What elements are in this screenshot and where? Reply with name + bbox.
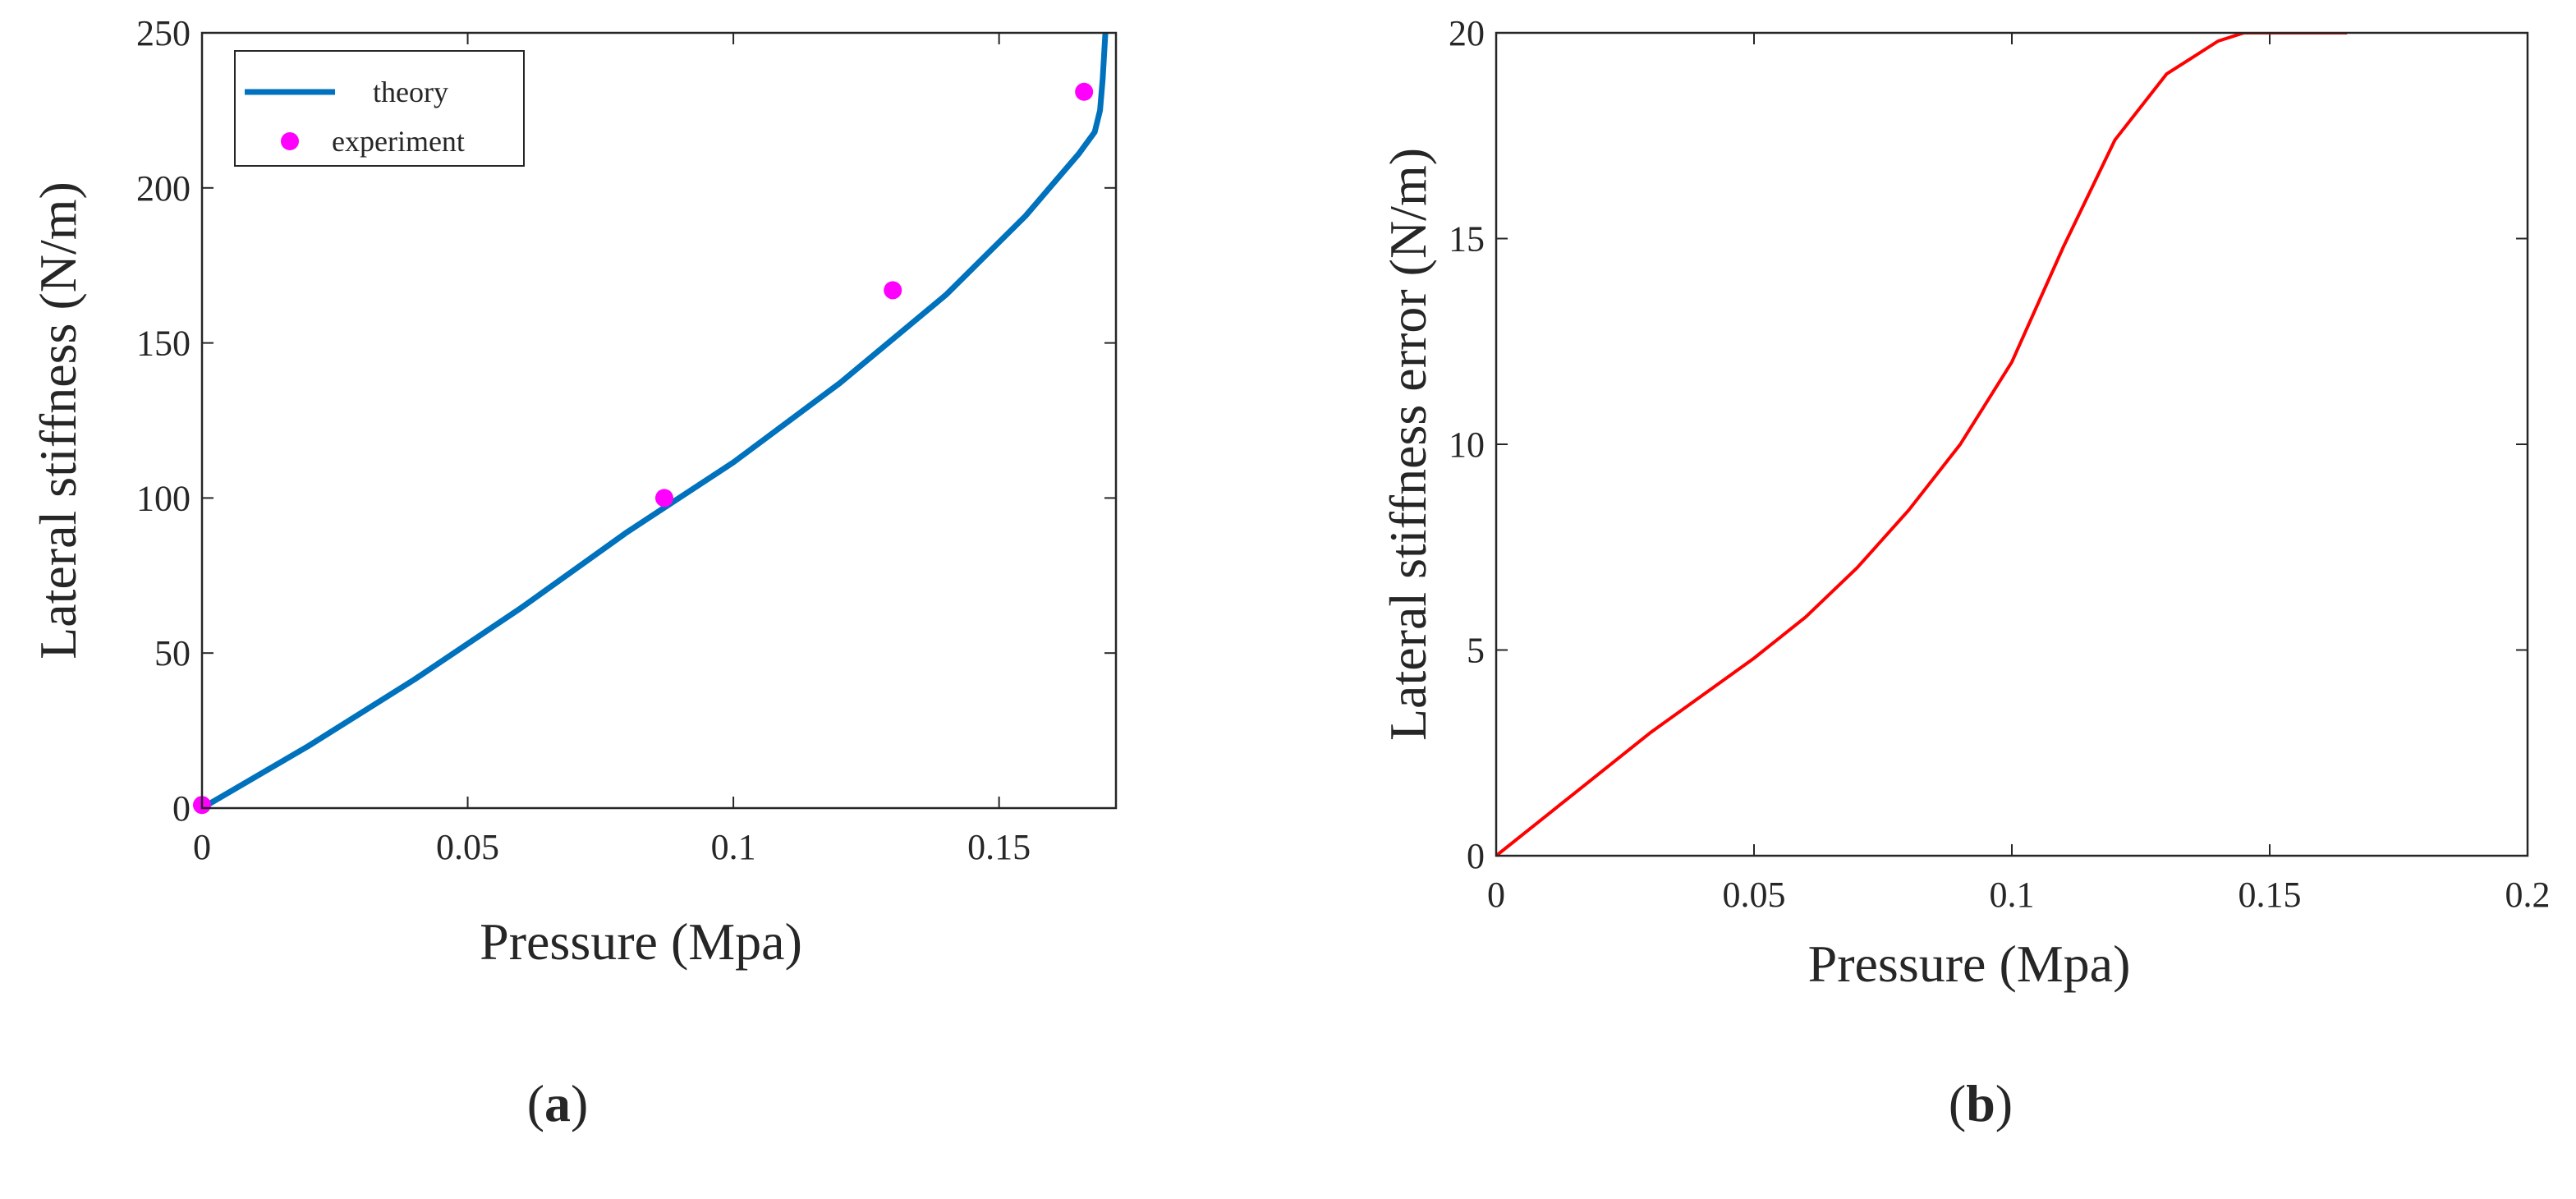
x-tick-label: 0.05 <box>1723 875 1786 915</box>
y-tick-label: 150 <box>136 324 191 364</box>
y-tick-label: 100 <box>136 478 191 518</box>
panel-b-label: (b) <box>1949 1074 2013 1132</box>
data-line <box>1495 32 2348 857</box>
x-tick-label: 0.1 <box>711 827 756 867</box>
y-tick-label: 20 <box>1449 13 1485 53</box>
legend: theory experiment <box>234 50 525 167</box>
legend-label-experiment: experiment <box>332 125 465 158</box>
y-tick-label: 50 <box>154 633 191 673</box>
experiment-point-2 <box>884 281 902 300</box>
x-axis-label: Pressure (Mpa) <box>480 912 802 971</box>
axes-frame <box>200 31 1118 810</box>
y-axis-label: Lateral stiffness error (N/m) <box>1379 148 1437 741</box>
legend-label-theory: theory <box>373 76 448 108</box>
y-tick-label: 0 <box>172 788 191 829</box>
panel-a-label: (a) <box>527 1074 589 1132</box>
x-tick-label: 0 <box>193 827 211 867</box>
experiment-point-1 <box>654 489 673 508</box>
x-axis-label: Pressure (Mpa) <box>1808 935 2131 993</box>
axes-frame <box>1495 31 2529 857</box>
x-tick-label: 0.15 <box>967 827 1031 867</box>
y-axis-label: Lateral stiffness (N/m) <box>29 181 87 659</box>
x-tick-label: 0.05 <box>436 827 499 867</box>
theory-line <box>200 32 1109 811</box>
y-tick-label: 250 <box>136 13 191 53</box>
x-tick-label: 0.1 <box>1990 875 2035 915</box>
x-tick-label: 0.2 <box>2505 875 2551 915</box>
y-tick-label: 15 <box>1449 219 1485 260</box>
x-tick-label: 0 <box>1487 875 1505 915</box>
y-tick-label: 10 <box>1449 425 1485 465</box>
y-tick-label: 200 <box>136 168 191 209</box>
y-tick-label: 5 <box>1467 631 1485 671</box>
panel-b-chart: 0 0.05 0.1 0.15 0.2 0 5 10 15 20 Pressure (Mpa) Lat… <box>1379 13 2551 993</box>
legend-experiment-swatch <box>281 132 299 150</box>
panel-a-chart: 0 0.05 0.1 0.15 0 50 100 150 200 250 Pressure (Mpa… <box>29 13 1118 971</box>
y-tick-label: 0 <box>1467 836 1485 876</box>
experiment-point-3 <box>1075 82 1094 101</box>
x-tick-label: 0.15 <box>2239 875 2302 915</box>
